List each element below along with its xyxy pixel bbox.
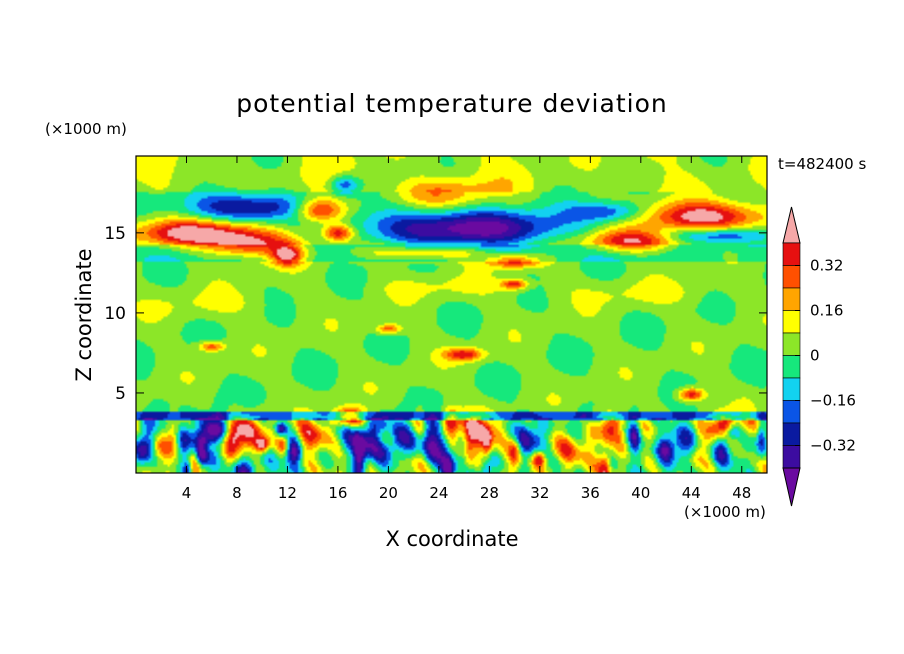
heatmap-area — [135, 155, 768, 474]
colorbar-min-extension — [782, 467, 801, 507]
colorbar-band — [782, 310, 801, 334]
x-tick-label: 44 — [682, 484, 701, 502]
x-tick-label: 4 — [182, 484, 192, 502]
x-axis-label: X coordinate — [385, 527, 518, 551]
x-tick-label: 20 — [379, 484, 398, 502]
x-tick-label: 36 — [581, 484, 600, 502]
x-tick-label: 16 — [328, 484, 347, 502]
colorbar: 0.32 0.16 0 −0.16 −0.32 — [782, 206, 856, 507]
colorbar-band — [782, 445, 801, 469]
plot-frame — [135, 155, 768, 474]
x-tick-label: 32 — [530, 484, 549, 502]
x-tick-label: 24 — [429, 484, 448, 502]
y-axis-ticks: 5 10 15 — [104, 224, 767, 404]
colorbar-tick-label: −0.32 — [810, 437, 856, 455]
colorbar-tick-label: 0.16 — [810, 302, 843, 320]
time-label: t=482400 s — [778, 155, 866, 173]
colorbar-band — [782, 377, 801, 401]
y-tick-label: 5 — [115, 384, 126, 404]
colorbar-band — [782, 287, 801, 311]
colorbar-max-extension — [782, 206, 801, 244]
colorbar-band — [782, 355, 801, 379]
colorbar-band — [782, 400, 801, 424]
y-tick-label: 15 — [104, 224, 126, 244]
x-tick-label: 40 — [631, 484, 650, 502]
y-unit-label: (×1000 m) — [45, 120, 127, 138]
colorbar-tick-label: 0.32 — [810, 257, 843, 275]
x-unit-label: (×1000 m) — [684, 503, 766, 521]
heatmap-image — [136, 156, 767, 473]
x-tick-label: 8 — [232, 484, 242, 502]
x-tick-label: 28 — [480, 484, 499, 502]
x-tick-label: 48 — [732, 484, 751, 502]
x-axis-ticks: 4 8 12 16 20 24 28 32 36 40 44 48 — [182, 156, 751, 502]
colorbar-tick-label: −0.16 — [810, 392, 856, 410]
colorbar-band — [782, 422, 801, 446]
colorbar-band — [782, 332, 801, 356]
colorbar-tick-label: 0 — [810, 347, 820, 365]
colorbar-band — [782, 242, 801, 266]
y-axis-label: Z coordinate — [72, 248, 96, 381]
y-tick-label: 10 — [104, 304, 126, 324]
chart-title: potential temperature deviation — [236, 89, 667, 118]
x-tick-label: 12 — [278, 484, 297, 502]
colorbar-band — [782, 265, 801, 289]
